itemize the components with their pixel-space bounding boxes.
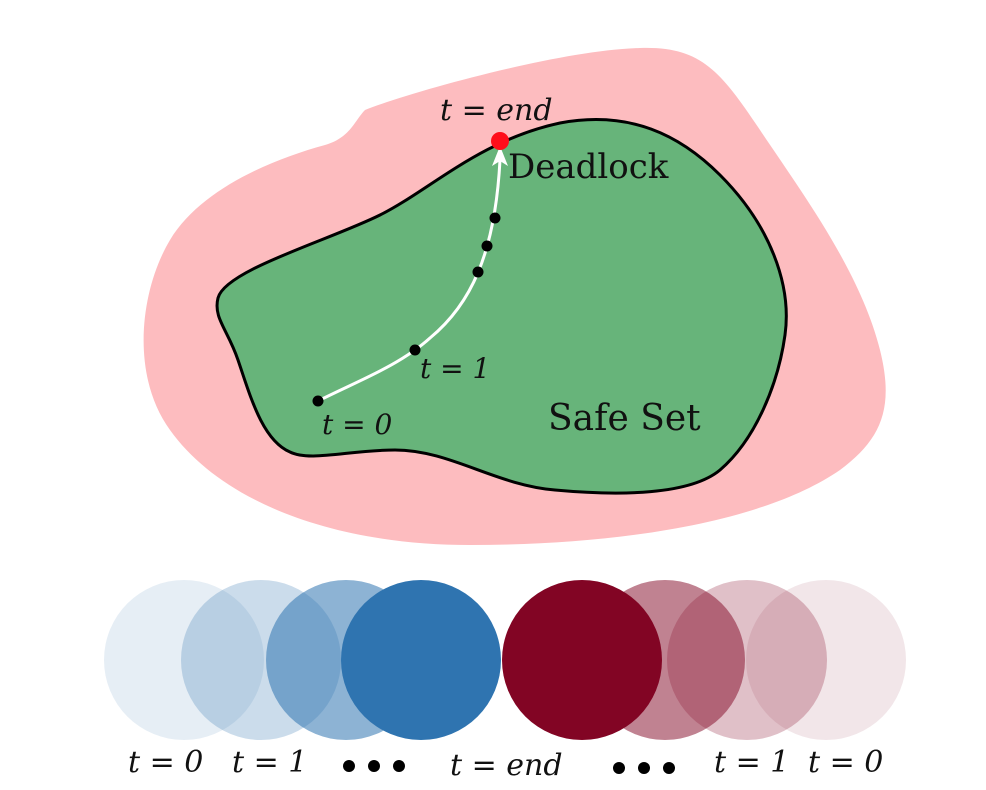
trajectory-point-t1 [409,344,421,356]
label-t-end-top: t = end [440,93,553,128]
trajectory-point [489,212,501,224]
label-safe-set: Safe Set [548,398,701,439]
label-deadlock: Deadlock [508,147,669,187]
red-agent-t0 [746,580,906,740]
trajectory-point [472,266,484,278]
blue-agent-timeline [104,580,501,740]
timeline-label-right-t0: t = 0 [808,745,883,780]
timeline-label-end: t = end [450,748,563,783]
trajectory-arrowhead [492,146,508,166]
blue-agent-t0 [104,580,264,740]
timeline-label-left-t1: t = 1 [232,745,307,780]
red-agent-timeline [502,580,906,740]
timeline-label-right-t1: t = 1 [714,745,789,780]
timeline-label-left-t0: t = 0 [128,745,203,780]
trajectory-point [481,240,493,252]
red-agent-end [502,580,662,740]
safe-set-region [215,118,788,495]
blue-agent-end [341,580,501,740]
deadlock-point [491,132,509,150]
ellipsis-dots-right [613,762,675,774]
trajectory-point-t0 [312,395,324,407]
label-t1-top: t = 1 [420,352,490,385]
ellipsis-dots-left [343,760,405,772]
label-t0-top: t = 0 [322,408,392,441]
trajectory-line [317,159,502,403]
